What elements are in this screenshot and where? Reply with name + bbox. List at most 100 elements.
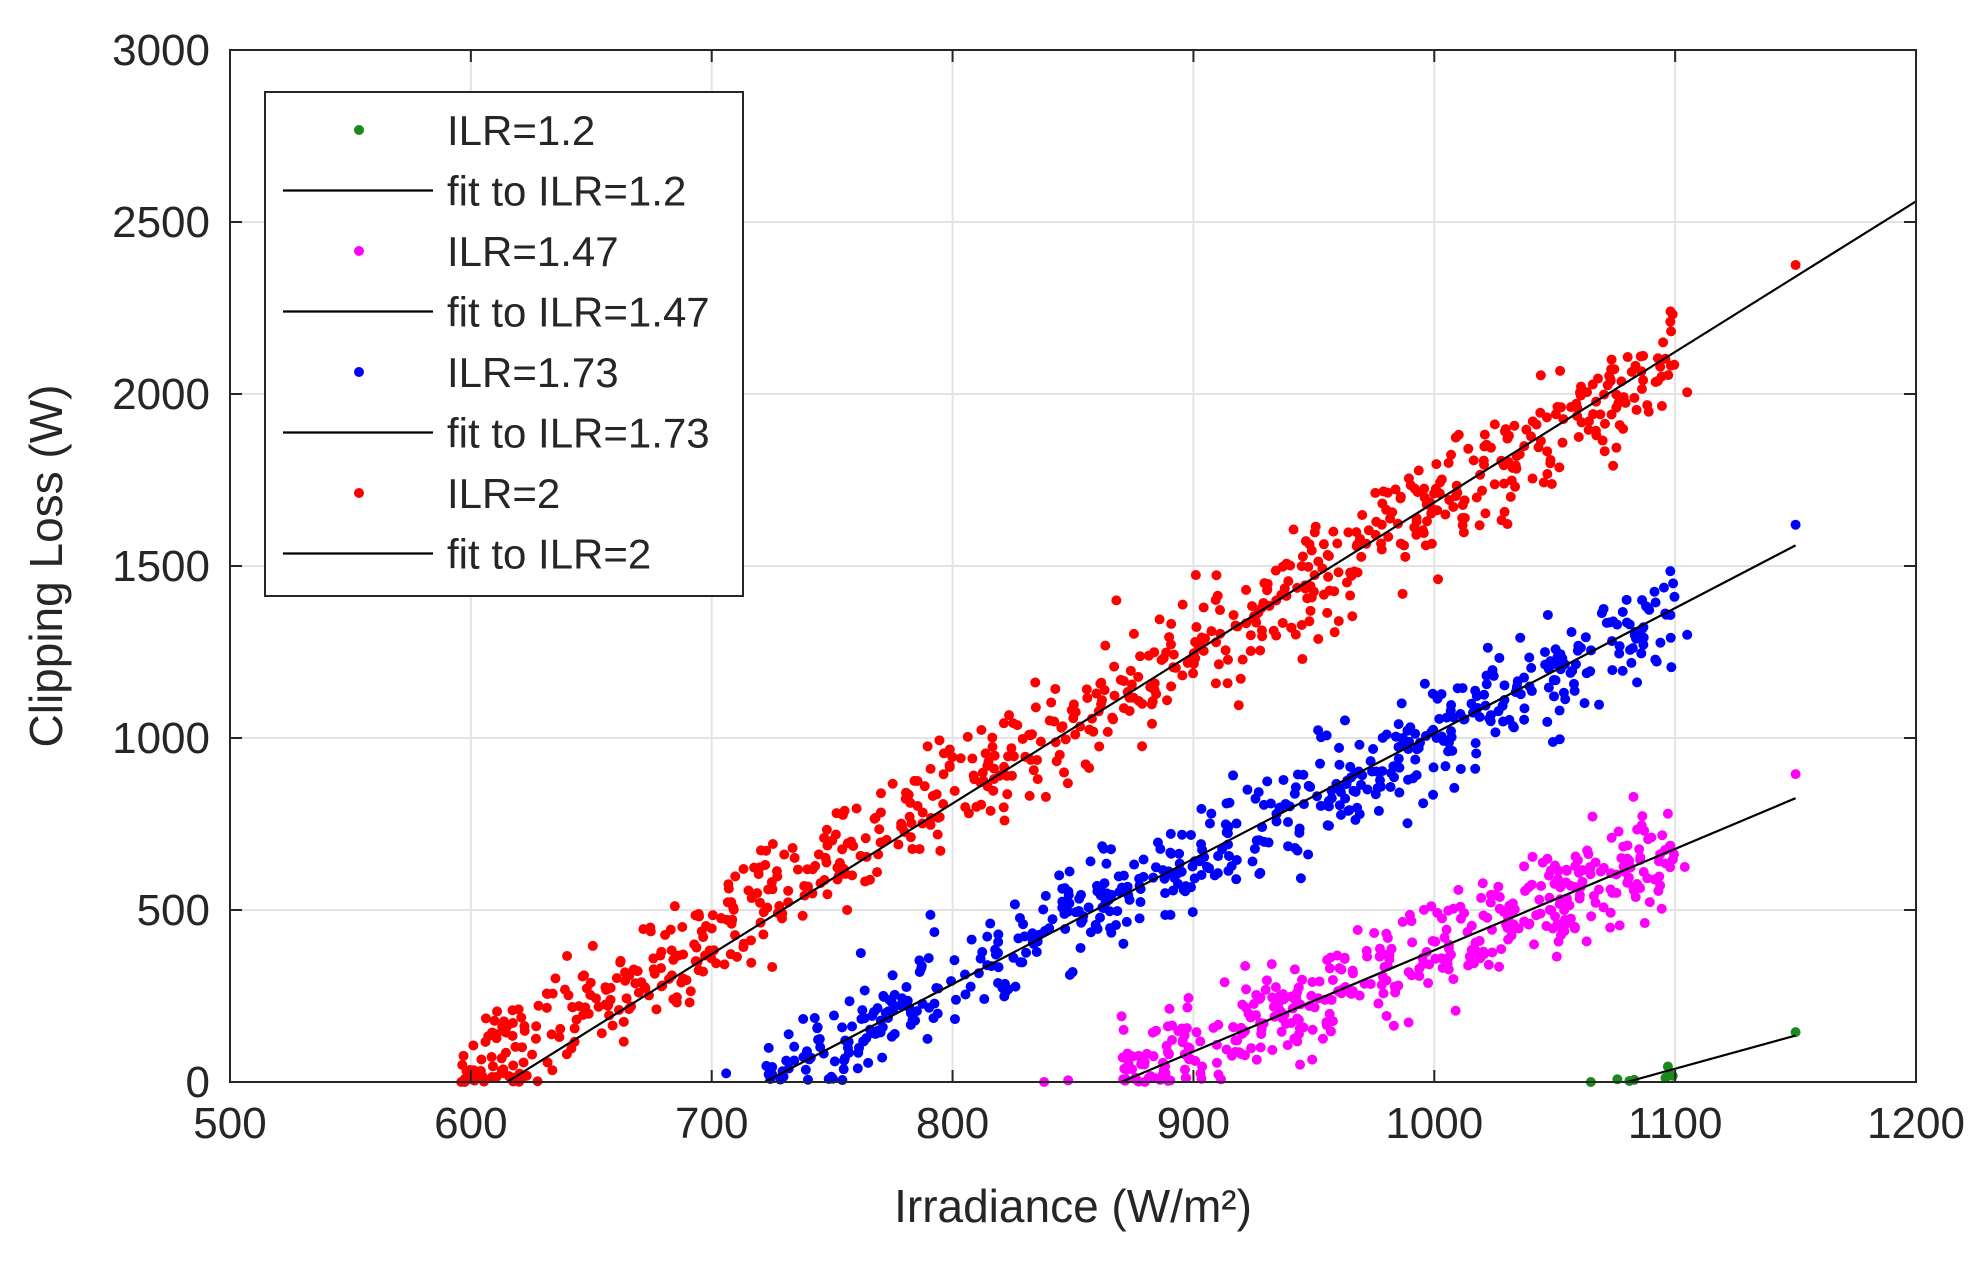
legend-box — [264, 91, 744, 597]
data-point — [469, 1075, 480, 1086]
data-point — [1554, 899, 1565, 910]
data-point — [1682, 629, 1693, 640]
data-point — [1185, 829, 1196, 840]
data-point — [1577, 865, 1588, 876]
data-point — [1528, 939, 1539, 950]
data-point — [1334, 759, 1345, 770]
data-point — [1305, 781, 1316, 792]
data-point — [1211, 570, 1222, 581]
data-point — [1536, 880, 1547, 891]
data-point — [1024, 790, 1035, 801]
data-point — [1498, 716, 1509, 727]
data-point — [1494, 652, 1505, 663]
data-point — [671, 997, 682, 1008]
data-point — [1174, 848, 1185, 859]
data-point — [1307, 1054, 1318, 1065]
data-point — [1161, 1040, 1172, 1051]
data-point — [1374, 943, 1385, 954]
data-point — [1057, 883, 1068, 894]
x-tick-label: 800 — [916, 1099, 989, 1148]
data-point — [1104, 906, 1115, 917]
data-point — [878, 990, 889, 1001]
data-point — [1160, 909, 1171, 920]
data-point — [1665, 566, 1676, 577]
data-point — [1505, 491, 1516, 502]
data-point — [738, 942, 749, 953]
data-point — [1555, 365, 1566, 376]
data-point — [1542, 468, 1553, 479]
data-point — [1434, 713, 1445, 724]
data-point — [648, 953, 659, 964]
data-point — [1195, 1068, 1206, 1079]
data-point — [1498, 907, 1509, 918]
data-point — [914, 967, 925, 978]
data-point — [922, 1033, 933, 1044]
data-point — [1204, 863, 1215, 874]
data-point — [1064, 866, 1075, 877]
data-point — [1631, 404, 1642, 415]
data-point — [1622, 352, 1633, 363]
data-point — [1523, 919, 1534, 930]
data-point — [1433, 574, 1444, 585]
data-point — [1296, 620, 1307, 631]
data-point — [779, 849, 790, 860]
data-point — [1109, 661, 1120, 672]
data-point — [1553, 865, 1564, 876]
data-point — [1235, 673, 1246, 684]
data-point — [1083, 902, 1094, 913]
data-point — [1489, 419, 1500, 430]
data-point — [1215, 628, 1226, 639]
data-point — [1002, 789, 1013, 800]
data-point — [1082, 692, 1093, 703]
data-point — [1570, 851, 1581, 862]
data-point — [1411, 529, 1422, 540]
data-point — [998, 718, 1009, 729]
data-point — [1106, 889, 1117, 900]
data-point — [1190, 570, 1201, 581]
data-point — [1107, 712, 1118, 723]
data-point — [864, 874, 875, 885]
data-point — [1156, 655, 1167, 666]
data-point — [1224, 797, 1235, 808]
data-point — [569, 1023, 580, 1034]
data-point — [1233, 700, 1244, 711]
data-point — [1450, 491, 1461, 502]
data-point — [1212, 868, 1223, 879]
y-tick-label: 3000 — [112, 26, 210, 75]
data-point — [1183, 993, 1194, 1004]
data-point — [761, 845, 772, 856]
data-point — [1481, 679, 1492, 690]
data-point — [895, 1000, 906, 1011]
data-point — [1231, 874, 1242, 885]
data-point — [1059, 767, 1070, 778]
data-point — [896, 818, 907, 829]
data-point — [1322, 955, 1333, 966]
data-point — [1595, 866, 1606, 877]
data-point — [1443, 457, 1454, 468]
data-point — [719, 959, 730, 970]
data-point — [929, 927, 940, 938]
data-point — [1582, 387, 1593, 398]
data-point — [1214, 605, 1225, 616]
data-point — [1115, 674, 1126, 685]
data-point — [1362, 784, 1373, 795]
data-point — [1644, 897, 1655, 908]
data-point — [1348, 785, 1359, 796]
data-point — [1531, 910, 1542, 921]
data-point — [1190, 637, 1201, 648]
data-point — [912, 776, 923, 787]
data-point — [1128, 628, 1139, 639]
data-point — [1365, 979, 1376, 990]
data-point — [1569, 923, 1580, 934]
data-point — [1410, 754, 1421, 765]
data-point — [1354, 739, 1365, 750]
data-point — [1377, 498, 1388, 509]
x-tick-label: 1200 — [1867, 1099, 1965, 1148]
data-point — [1418, 904, 1429, 915]
data-point — [797, 910, 808, 921]
data-point — [486, 1051, 497, 1062]
data-point — [875, 788, 886, 799]
data-point — [1606, 832, 1617, 843]
data-point — [938, 748, 949, 759]
data-point — [1223, 865, 1234, 876]
